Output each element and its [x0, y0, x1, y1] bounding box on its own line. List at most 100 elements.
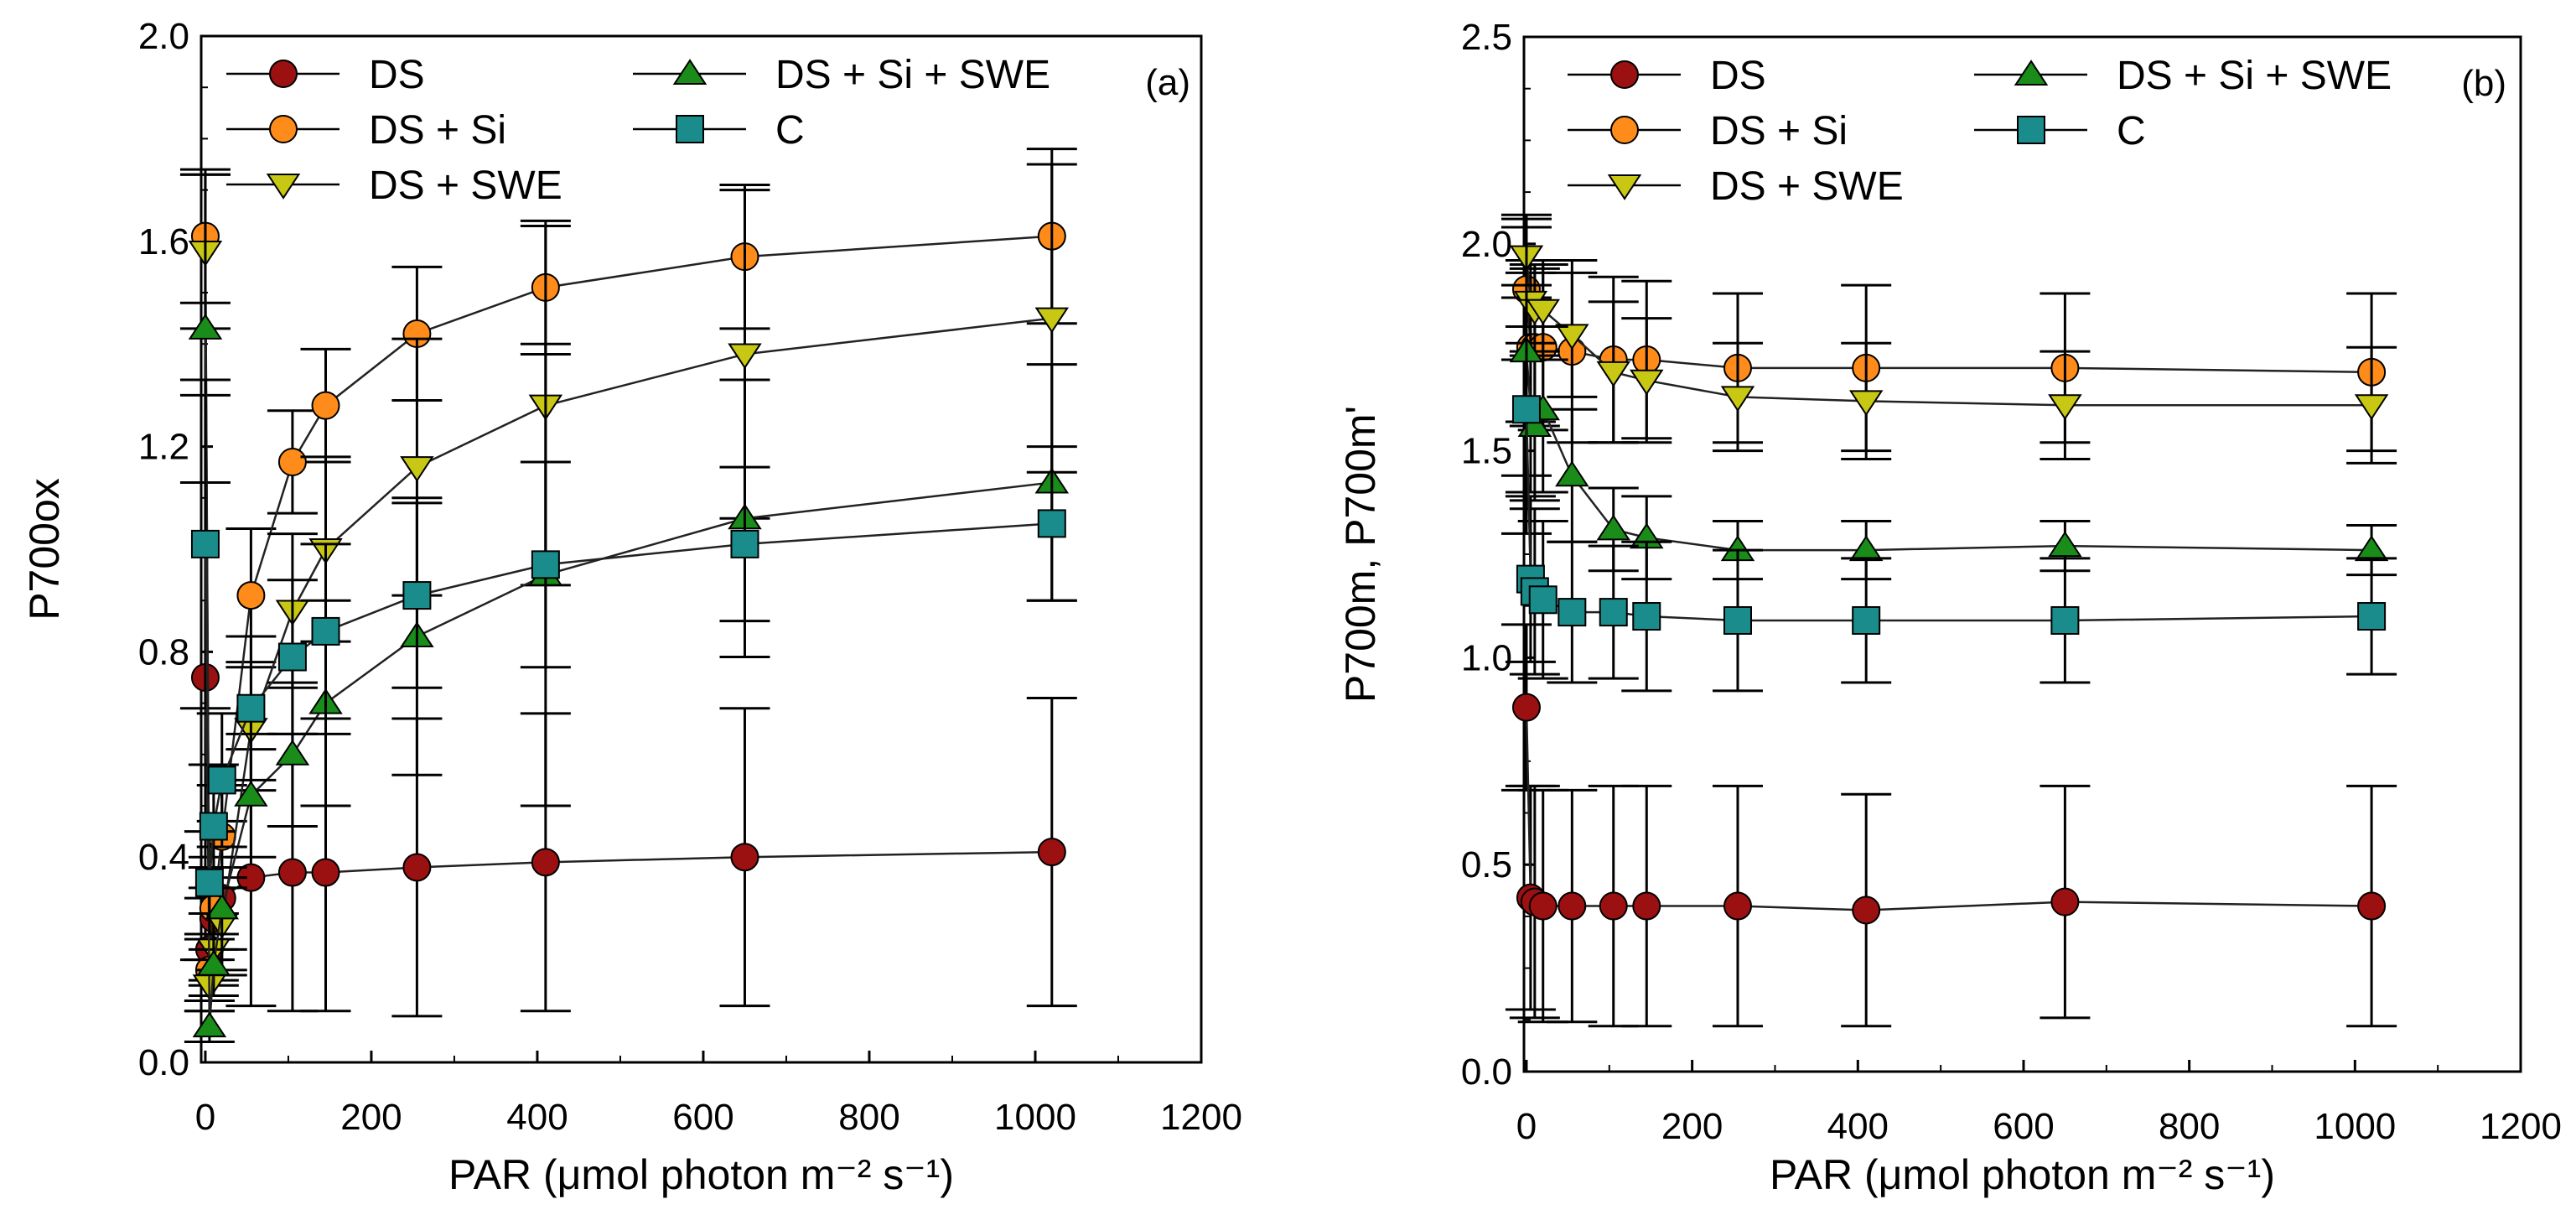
data-point — [1632, 602, 1661, 631]
data-point — [1526, 299, 1560, 325]
data-point — [1720, 386, 1755, 413]
data-point — [207, 766, 236, 795]
x-tick-label: 0 — [1516, 1106, 1537, 1147]
series-ds-si — [1501, 217, 2397, 453]
x-tick-label: 1000 — [994, 1097, 1076, 1138]
series-line — [1525, 409, 2372, 622]
data-point — [402, 853, 432, 882]
series-line — [1525, 707, 2372, 911]
data-point — [1852, 605, 1881, 635]
legend-label: C — [2117, 109, 2146, 153]
data-point — [531, 550, 560, 579]
panel-b: 0 200 400 600 800 1000 1200 0.0 0.5 1.0 1.5 2.0 2.5 P… — [1337, 17, 2562, 1198]
legend-item: DS + Si + SWE — [633, 53, 1050, 97]
legend-marker — [1607, 174, 1642, 200]
data-point — [2354, 394, 2389, 421]
x-tick-label: 1000 — [2314, 1106, 2396, 1147]
data-point — [2357, 891, 2387, 921]
data-point — [1528, 585, 1558, 615]
y-tick-label: 2.5 — [1461, 17, 1512, 58]
data-point — [277, 642, 307, 672]
x-tick-label: 600 — [672, 1097, 733, 1138]
legend-item: DS + Si — [226, 108, 506, 153]
data-point — [311, 858, 340, 887]
data-point — [1555, 460, 1589, 487]
y-tick-label: 1.2 — [138, 427, 189, 468]
data-point — [1723, 891, 1752, 921]
legend-label: DS — [1710, 54, 1766, 98]
data-point — [188, 314, 223, 340]
data-point — [199, 812, 228, 841]
series-c — [179, 378, 1077, 936]
x-tick-label: 800 — [2159, 1106, 2220, 1147]
legend-label: DS + Si — [1710, 109, 1848, 153]
y-axis-label: P700ox — [21, 478, 68, 620]
y-tick-label: 1.0 — [1461, 637, 1512, 678]
data-point — [1630, 369, 1664, 396]
series-ds-si-swe — [179, 173, 1077, 1044]
data-point — [1723, 605, 1752, 635]
legend-marker — [2017, 116, 2045, 144]
data-point — [2050, 605, 2080, 635]
x-tick-label: 1200 — [1160, 1097, 1242, 1138]
legend-label: DS + SWE — [1710, 164, 1904, 209]
legend: DS DS + Si DS + SWE DS + Si + SWE C — [1568, 54, 2392, 209]
data-point — [1632, 891, 1661, 921]
data-point — [2354, 535, 2389, 562]
legend-label: DS + Si — [369, 108, 506, 153]
y-tick-label: 0.5 — [1461, 844, 1512, 885]
legend-marker — [1610, 116, 1639, 144]
x-tick-label: 400 — [1827, 1106, 1889, 1147]
data-point — [1599, 598, 1628, 627]
series-ds-swe — [1501, 213, 2397, 465]
data-point — [277, 447, 307, 476]
x-tick-label: 200 — [1661, 1106, 1723, 1147]
legend-marker — [269, 115, 298, 143]
data-point — [531, 848, 560, 877]
legend-item: DS + Si — [1568, 109, 1848, 153]
series-c — [1501, 283, 2397, 693]
x-tick-label: 0 — [195, 1097, 215, 1138]
data-point — [1848, 535, 1884, 562]
data-point — [1034, 307, 1070, 334]
data-point — [1558, 891, 1587, 921]
data-point — [2050, 887, 2080, 916]
data-point — [1558, 598, 1587, 627]
x-axis-label: PAR (μmol photon m⁻² s⁻¹) — [1770, 1151, 2275, 1198]
data-point — [402, 581, 432, 610]
legend-label: DS + Si + SWE — [775, 53, 1050, 97]
data-point — [1596, 514, 1630, 541]
legend-item: C — [1974, 109, 2146, 153]
legend-item: DS + Si + SWE — [1974, 54, 2392, 98]
data-point — [277, 858, 307, 887]
data-point — [1848, 390, 1884, 417]
legend-marker — [676, 115, 704, 143]
y-tick-label: 1.5 — [1461, 431, 1512, 472]
data-point — [1596, 361, 1630, 387]
legend: DS DS + Si DS + SWE DS + Si + SWE C — [226, 53, 1050, 208]
y-tick-label: 0.8 — [138, 631, 189, 672]
legend-marker — [269, 60, 298, 88]
data-point — [234, 780, 268, 807]
data-point — [196, 949, 231, 976]
data-point — [1555, 324, 1589, 350]
legend-item: DS — [226, 53, 425, 97]
x-tick-label: 400 — [506, 1097, 568, 1138]
legend-marker — [266, 174, 301, 200]
x-tick-label: 1200 — [2480, 1106, 2562, 1147]
data-point — [1852, 896, 1881, 925]
legend-label: DS — [369, 53, 425, 97]
y-tick-label: 0.4 — [138, 837, 189, 878]
data-point — [400, 456, 434, 482]
legend-marker — [1610, 60, 1639, 89]
data-point — [730, 843, 759, 872]
data-point — [1037, 509, 1066, 538]
x-axis-label: PAR (μmol photon m⁻² s⁻¹) — [448, 1151, 954, 1198]
data-point — [2048, 394, 2082, 421]
series-ds — [1501, 623, 2397, 1028]
legend-label: DS + Si + SWE — [2117, 54, 2392, 98]
data-point — [275, 739, 310, 766]
data-point — [1599, 891, 1628, 921]
data-point — [1037, 838, 1066, 867]
panel-a: 0 200 400 600 800 1000 1200 0.0 0.4 0.8 1.2 1.6 2.0 P… — [21, 16, 1242, 1198]
